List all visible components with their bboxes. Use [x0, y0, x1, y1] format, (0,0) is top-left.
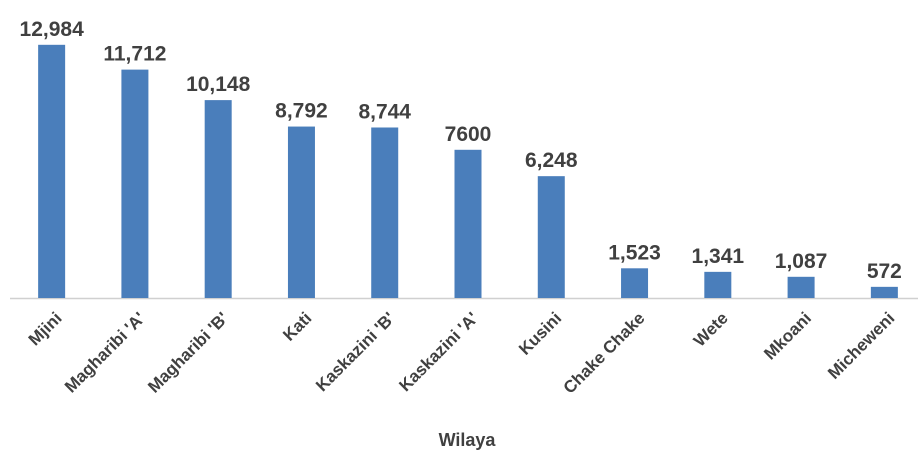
bar	[454, 149, 482, 298]
value-label: 1,341	[692, 245, 745, 268]
x-tick-label: Kusini	[515, 309, 565, 359]
bar	[704, 271, 732, 298]
bar	[787, 276, 815, 298]
bar	[537, 176, 565, 298]
value-label: 10,148	[186, 73, 251, 96]
value-label: 12,984	[20, 18, 85, 41]
x-tick-label: Mkoani	[760, 309, 815, 364]
value-label: 6,248	[525, 149, 578, 172]
value-label: 8,744	[358, 100, 411, 123]
x-tick-label: Magharibi 'A'	[61, 309, 149, 397]
bar	[870, 286, 898, 298]
bar	[121, 69, 149, 298]
bar	[371, 127, 399, 298]
x-tick-label: Micheweni	[824, 309, 898, 383]
x-tick-label: Magharibi 'B'	[144, 309, 232, 397]
value-label: 11,712	[103, 43, 166, 66]
bar	[621, 268, 649, 298]
bar	[38, 44, 66, 299]
value-label: 1,523	[608, 241, 661, 264]
value-label: 572	[867, 260, 902, 283]
x-tick-label: Chake Chake	[560, 309, 649, 398]
x-tick-label: Mjini	[25, 309, 66, 350]
value-label: 8,792	[275, 100, 328, 123]
bar	[204, 100, 232, 298]
x-tick-label: Wete	[690, 309, 732, 351]
value-label: 1,087	[775, 250, 828, 273]
x-tick-label: Kaskazini 'B'	[312, 309, 399, 396]
value-label: 7600	[445, 123, 492, 146]
x-axis-title: Wilaya	[439, 430, 497, 450]
x-tick-label: Kaskazini 'A'	[395, 309, 482, 396]
bar	[287, 126, 315, 298]
x-tick-label: Kati	[279, 309, 315, 345]
